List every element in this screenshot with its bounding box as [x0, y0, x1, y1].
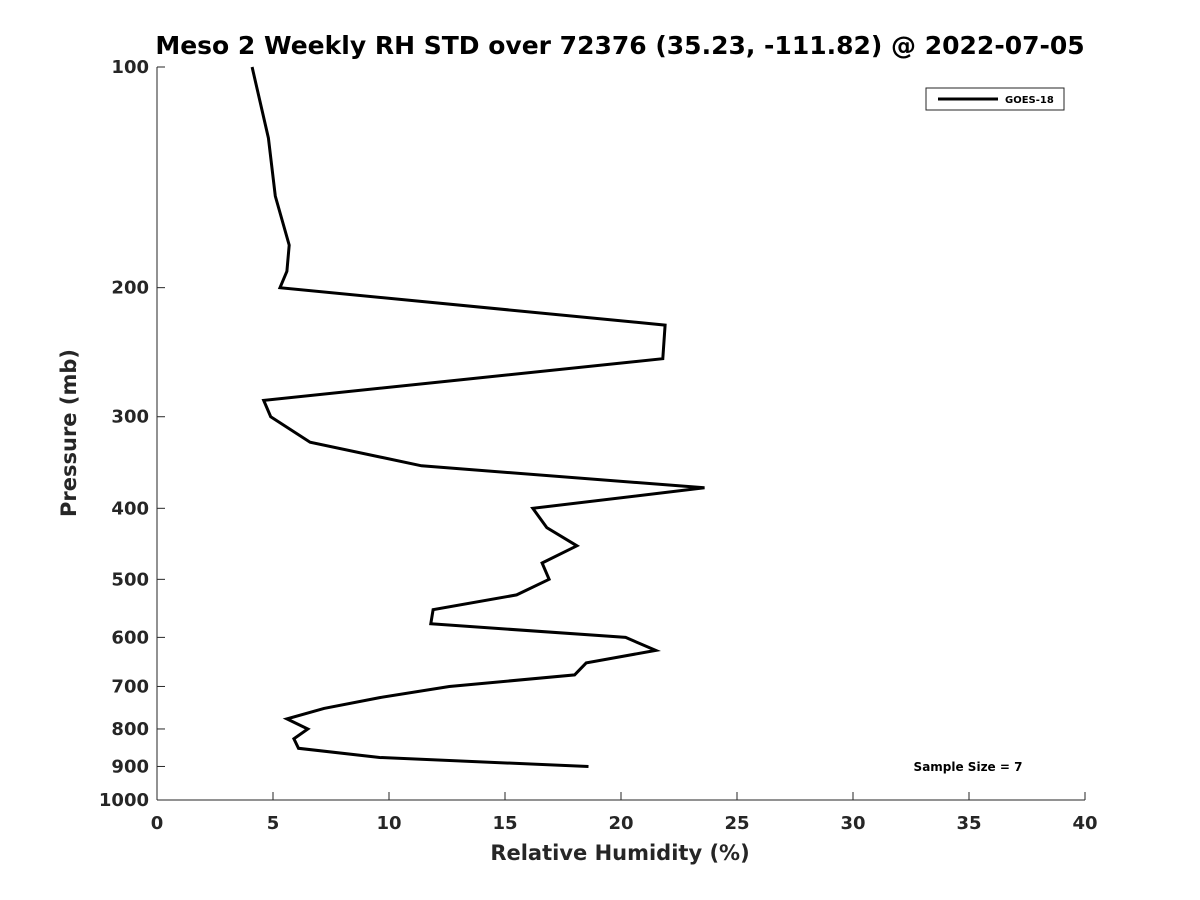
- x-tick-label: 0: [151, 813, 164, 834]
- series-line-goes-18: [250, 66, 705, 768]
- x-tick-label: 15: [492, 813, 517, 834]
- y-tick-label: 700: [111, 676, 149, 697]
- sample-size-annotation: Sample Size = 7: [914, 760, 1023, 774]
- y-tick-label: 400: [111, 498, 149, 519]
- y-tick-label: 200: [111, 278, 149, 299]
- y-tick-label: 100: [111, 57, 149, 78]
- y-tick-label: 600: [111, 627, 149, 648]
- plot-area: [250, 66, 705, 768]
- x-axis-label: Relative Humidity (%): [490, 841, 749, 865]
- x-tick-label: 30: [840, 813, 865, 834]
- x-tick-label: 10: [376, 813, 401, 834]
- y-axis-label: Pressure (mb): [57, 349, 81, 517]
- y-tick-label: 800: [111, 719, 149, 740]
- x-tick-label: 20: [608, 813, 633, 834]
- y-tick-label: 300: [111, 407, 149, 428]
- x-tick-label: 5: [267, 813, 280, 834]
- x-tick-label: 35: [956, 813, 981, 834]
- axes: [156, 66, 1086, 801]
- x-tick-label: 25: [724, 813, 749, 834]
- chart-title: Meso 2 Weekly RH STD over 72376 (35.23, …: [155, 31, 1084, 60]
- y-tick-label: 500: [111, 569, 149, 590]
- legend-label: GOES-18: [1005, 95, 1054, 106]
- tick-labels: 0 5 10 15 20 25 30 35 40 100 200 300 400 500 600 700 800…: [99, 57, 1098, 834]
- y-tick-label: 1000: [99, 790, 149, 811]
- y-tick-label: 900: [111, 756, 149, 777]
- x-tick-label: 40: [1072, 813, 1097, 834]
- legend: GOES-18: [925, 87, 1065, 111]
